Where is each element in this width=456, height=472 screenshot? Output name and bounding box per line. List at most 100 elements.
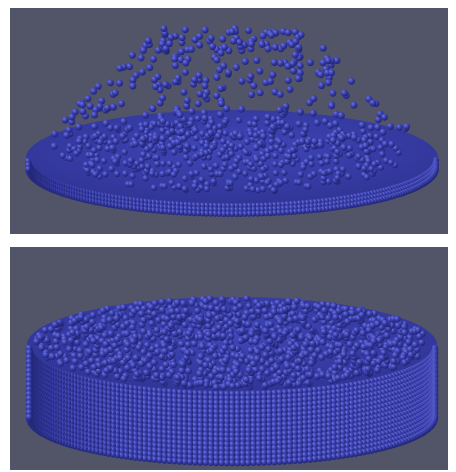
particle (120, 304, 127, 311)
particle (268, 357, 275, 364)
particle (212, 369, 219, 376)
particle (396, 124, 403, 131)
particle (338, 135, 345, 142)
particle (295, 75, 302, 82)
particle (26, 414, 33, 421)
particle (373, 134, 379, 140)
particle (295, 365, 302, 372)
particle (284, 363, 291, 370)
particle (90, 88, 97, 95)
particle (344, 331, 351, 338)
particle (79, 101, 86, 108)
particle (207, 166, 213, 172)
particle (217, 85, 224, 92)
particle (260, 32, 267, 39)
particle (237, 133, 244, 140)
particle (152, 134, 159, 141)
particle (259, 41, 266, 48)
particle (238, 143, 244, 149)
particle (362, 142, 369, 149)
particle (345, 173, 351, 179)
particle (340, 144, 347, 151)
particle (150, 56, 157, 63)
particle (86, 348, 93, 355)
particle (155, 317, 162, 324)
particle (146, 352, 153, 359)
particle (220, 138, 226, 144)
particle (233, 368, 240, 375)
particle (160, 145, 166, 151)
particle (129, 83, 136, 90)
particle (375, 358, 382, 365)
particle (172, 62, 179, 69)
particle (307, 371, 314, 378)
particle (124, 330, 131, 337)
particle (232, 174, 238, 180)
particle (199, 343, 206, 350)
particle (207, 129, 214, 136)
particle (71, 352, 78, 359)
particle (285, 63, 292, 70)
particle (271, 59, 278, 66)
particle (282, 103, 289, 110)
particle (83, 341, 90, 348)
particle (126, 124, 133, 131)
particle (278, 179, 284, 185)
particle (91, 123, 98, 130)
particle (139, 126, 145, 132)
particle (356, 359, 363, 366)
particle (204, 186, 210, 192)
particle (151, 121, 157, 127)
particle (341, 351, 348, 358)
particle (295, 120, 302, 127)
particle (221, 306, 228, 313)
particle (131, 308, 138, 315)
particle (114, 171, 120, 177)
particle (289, 332, 296, 339)
particle (214, 74, 221, 81)
particle (112, 158, 118, 164)
particle (68, 114, 75, 121)
particle (328, 69, 335, 76)
particle (120, 118, 127, 125)
particle (236, 39, 243, 46)
particle (208, 35, 215, 42)
particle (287, 317, 294, 324)
particle (332, 120, 339, 127)
particle (213, 300, 220, 307)
particle (159, 118, 166, 125)
particle (254, 321, 261, 328)
particle (264, 179, 270, 185)
particle (332, 364, 339, 371)
particle (148, 320, 155, 327)
particle (360, 330, 367, 337)
particle (91, 364, 98, 371)
particle (170, 361, 177, 368)
particle (218, 100, 225, 107)
particle (294, 298, 301, 305)
particle (216, 66, 223, 73)
particle (213, 56, 220, 63)
particle (129, 173, 135, 179)
particle (302, 127, 308, 133)
particle (177, 329, 184, 336)
particle (201, 115, 208, 122)
particle (347, 341, 354, 348)
particle (218, 50, 225, 57)
particle (298, 334, 305, 341)
particle (69, 329, 76, 336)
particle (278, 147, 284, 153)
particle (366, 311, 373, 318)
particle (197, 333, 204, 340)
particle (253, 116, 259, 122)
particle (262, 382, 269, 389)
particle (300, 164, 306, 170)
particle (242, 58, 249, 65)
particle (364, 148, 370, 154)
particle (66, 346, 73, 353)
particle (248, 91, 255, 98)
particle (388, 159, 394, 165)
particle (253, 144, 260, 151)
particle (153, 372, 160, 379)
particle (154, 161, 160, 167)
